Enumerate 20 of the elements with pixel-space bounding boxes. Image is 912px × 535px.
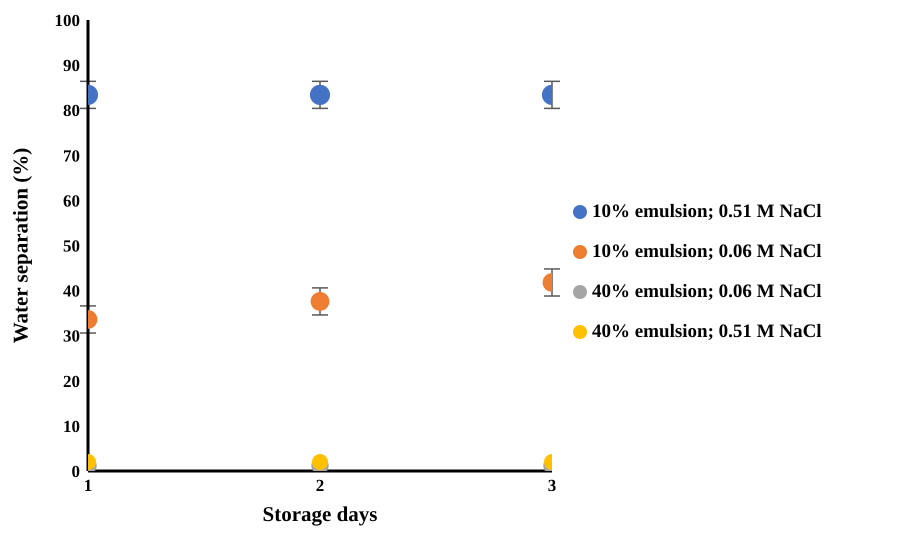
y-tick-label: 90: [63, 56, 80, 76]
x-tick-label: 1: [84, 476, 92, 496]
legend-label: 10% emulsion; 0.06 M NaCl: [592, 240, 822, 262]
y-tick-label: 80: [63, 101, 80, 120]
y-tick-label: 30: [63, 326, 80, 346]
x-tick-label: 2: [316, 476, 324, 496]
y-tick-label: 10: [63, 416, 80, 436]
legend-label: 40% emulsion; 0.51 M NaCl: [592, 320, 822, 342]
x-axis-title: Storage days: [262, 502, 378, 526]
y-tick-label: 70: [63, 146, 80, 166]
y-tick-label: 50: [63, 236, 80, 256]
y-tick-label: 20: [63, 372, 80, 391]
x-tick-label: 3: [548, 476, 556, 496]
y-tick-label: 0: [72, 462, 80, 482]
y-tick-label: 100: [54, 11, 80, 30]
y-tick-label: 60: [63, 191, 80, 210]
legend-label: 10% emulsion; 0.51 M NaCl: [592, 200, 822, 222]
y-axis-title: Water separation (%): [8, 148, 32, 344]
legend-label: 40% emulsion; 0.06 M NaCl: [592, 280, 822, 302]
y-tick-label: 40: [63, 282, 80, 301]
